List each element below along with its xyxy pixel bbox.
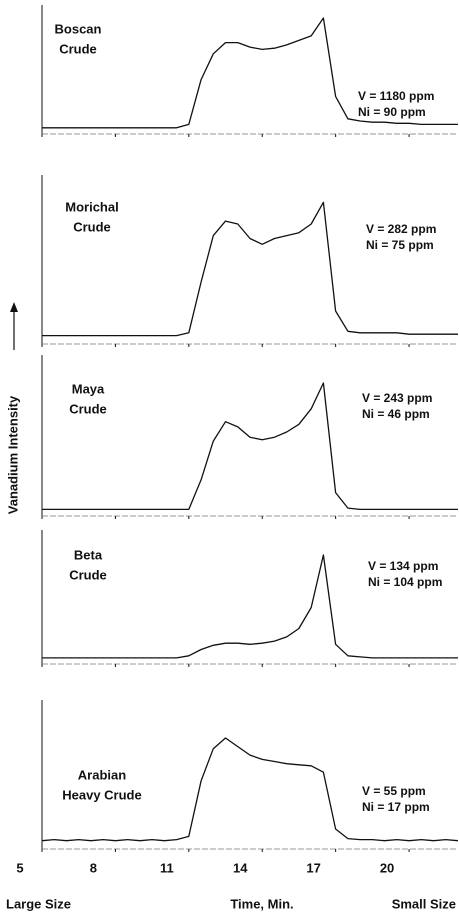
x-tick-label: 11 xyxy=(160,860,174,875)
composition: Ni = 104 ppm xyxy=(368,575,442,589)
x-tick-label: 5 xyxy=(16,860,23,875)
panel-label: Beta xyxy=(74,547,103,562)
x-tick-label: 17 xyxy=(306,860,320,875)
composition: V = 134 ppm xyxy=(368,559,438,573)
trace xyxy=(42,554,458,659)
panel-label: Boscan xyxy=(55,21,102,36)
panel-label: Crude xyxy=(69,401,107,416)
x-axis-label: Time, Min. xyxy=(230,896,293,911)
y-arrow-head xyxy=(10,302,18,312)
x-annotation: Large Size xyxy=(6,896,71,911)
panel-label: Heavy Crude xyxy=(62,787,141,802)
composition: Ni = 17 ppm xyxy=(362,800,430,814)
trace xyxy=(41,737,459,842)
x-tick-label: 20 xyxy=(380,860,394,875)
composition: Ni = 75 ppm xyxy=(366,238,434,252)
y-axis-label: Vanadium Intensity xyxy=(5,395,20,514)
trace xyxy=(42,201,458,337)
composition: V = 1180 ppm xyxy=(358,89,434,103)
x-tick-label: 8 xyxy=(90,860,97,875)
panel-label: Crude xyxy=(73,219,111,234)
x-annotation: Small Size xyxy=(392,896,456,911)
panel-label: Morichal xyxy=(65,199,118,214)
composition: Ni = 90 ppm xyxy=(358,105,426,119)
trace xyxy=(42,382,458,511)
panel-label: Maya xyxy=(72,381,105,396)
composition: V = 243 ppm xyxy=(362,391,432,405)
composition: Ni = 46 ppm xyxy=(362,407,430,421)
panel-label: Crude xyxy=(69,567,107,582)
x-tick-label: 14 xyxy=(233,860,248,875)
composition: V = 282 ppm xyxy=(366,222,436,236)
panel-label: Arabian xyxy=(78,767,126,782)
trace xyxy=(42,17,458,129)
composition: V = 55 ppm xyxy=(362,784,426,798)
panel-label: Crude xyxy=(59,41,97,56)
